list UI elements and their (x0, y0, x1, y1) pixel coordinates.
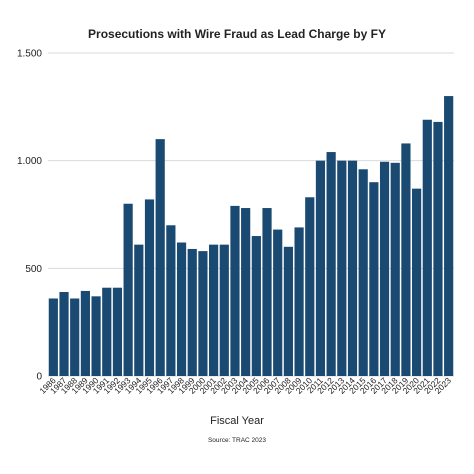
bar-2009 (294, 227, 304, 376)
bar-2018 (390, 162, 400, 376)
y-tick-label: 500 (25, 264, 42, 275)
bar-2010 (305, 197, 315, 376)
bar-2001 (209, 244, 219, 376)
bar-1986 (48, 298, 58, 376)
bar-1996 (155, 139, 165, 376)
bar-1988 (70, 298, 80, 376)
bar-1992 (112, 287, 123, 376)
y-tick-label: 1.000 (17, 156, 42, 167)
bar-1998 (176, 242, 187, 376)
bar-1990 (91, 296, 101, 376)
bar-2005 (251, 236, 261, 376)
bar-2019 (401, 143, 411, 376)
chart-title: Prosecutions with Wire Fraud as Lead Cha… (88, 27, 386, 41)
bar-1999 (187, 248, 197, 376)
bar-2013 (337, 160, 347, 376)
bar-2008 (283, 246, 293, 376)
bars (48, 96, 454, 377)
bar-2016 (369, 182, 379, 376)
bar-1995 (144, 199, 155, 376)
y-tick-label: 0 (36, 372, 42, 383)
bar-2015 (358, 169, 368, 376)
bar-2017 (379, 161, 390, 376)
bar-2011 (315, 160, 326, 376)
bar-1994 (134, 244, 144, 376)
bar-2012 (326, 152, 336, 376)
bar-1993 (123, 203, 133, 376)
bar-1987 (59, 292, 69, 376)
bar-2014 (347, 160, 358, 376)
bar-2002 (219, 244, 229, 376)
source-note: Source: TRAC 2023 (208, 437, 266, 444)
y-axis: 0 500 1.000 1.500 (17, 49, 42, 383)
bar-1997 (166, 225, 176, 376)
bar-2004 (241, 208, 251, 376)
bar-2003 (230, 205, 240, 376)
bar-2023 (444, 96, 454, 377)
bar-1989 (80, 290, 90, 376)
bar-2006 (262, 208, 272, 376)
x-axis: 1986198719881989199019911992199319941995… (37, 375, 453, 396)
x-axis-label: Fiscal Year (210, 415, 264, 427)
bar-2022 (433, 121, 443, 376)
bar-2021 (422, 119, 432, 377)
bar-2000 (198, 251, 208, 376)
y-tick-label: 1.500 (17, 49, 42, 60)
bar-2007 (273, 229, 283, 376)
bar-1991 (102, 287, 112, 376)
bar-2020 (412, 188, 422, 376)
